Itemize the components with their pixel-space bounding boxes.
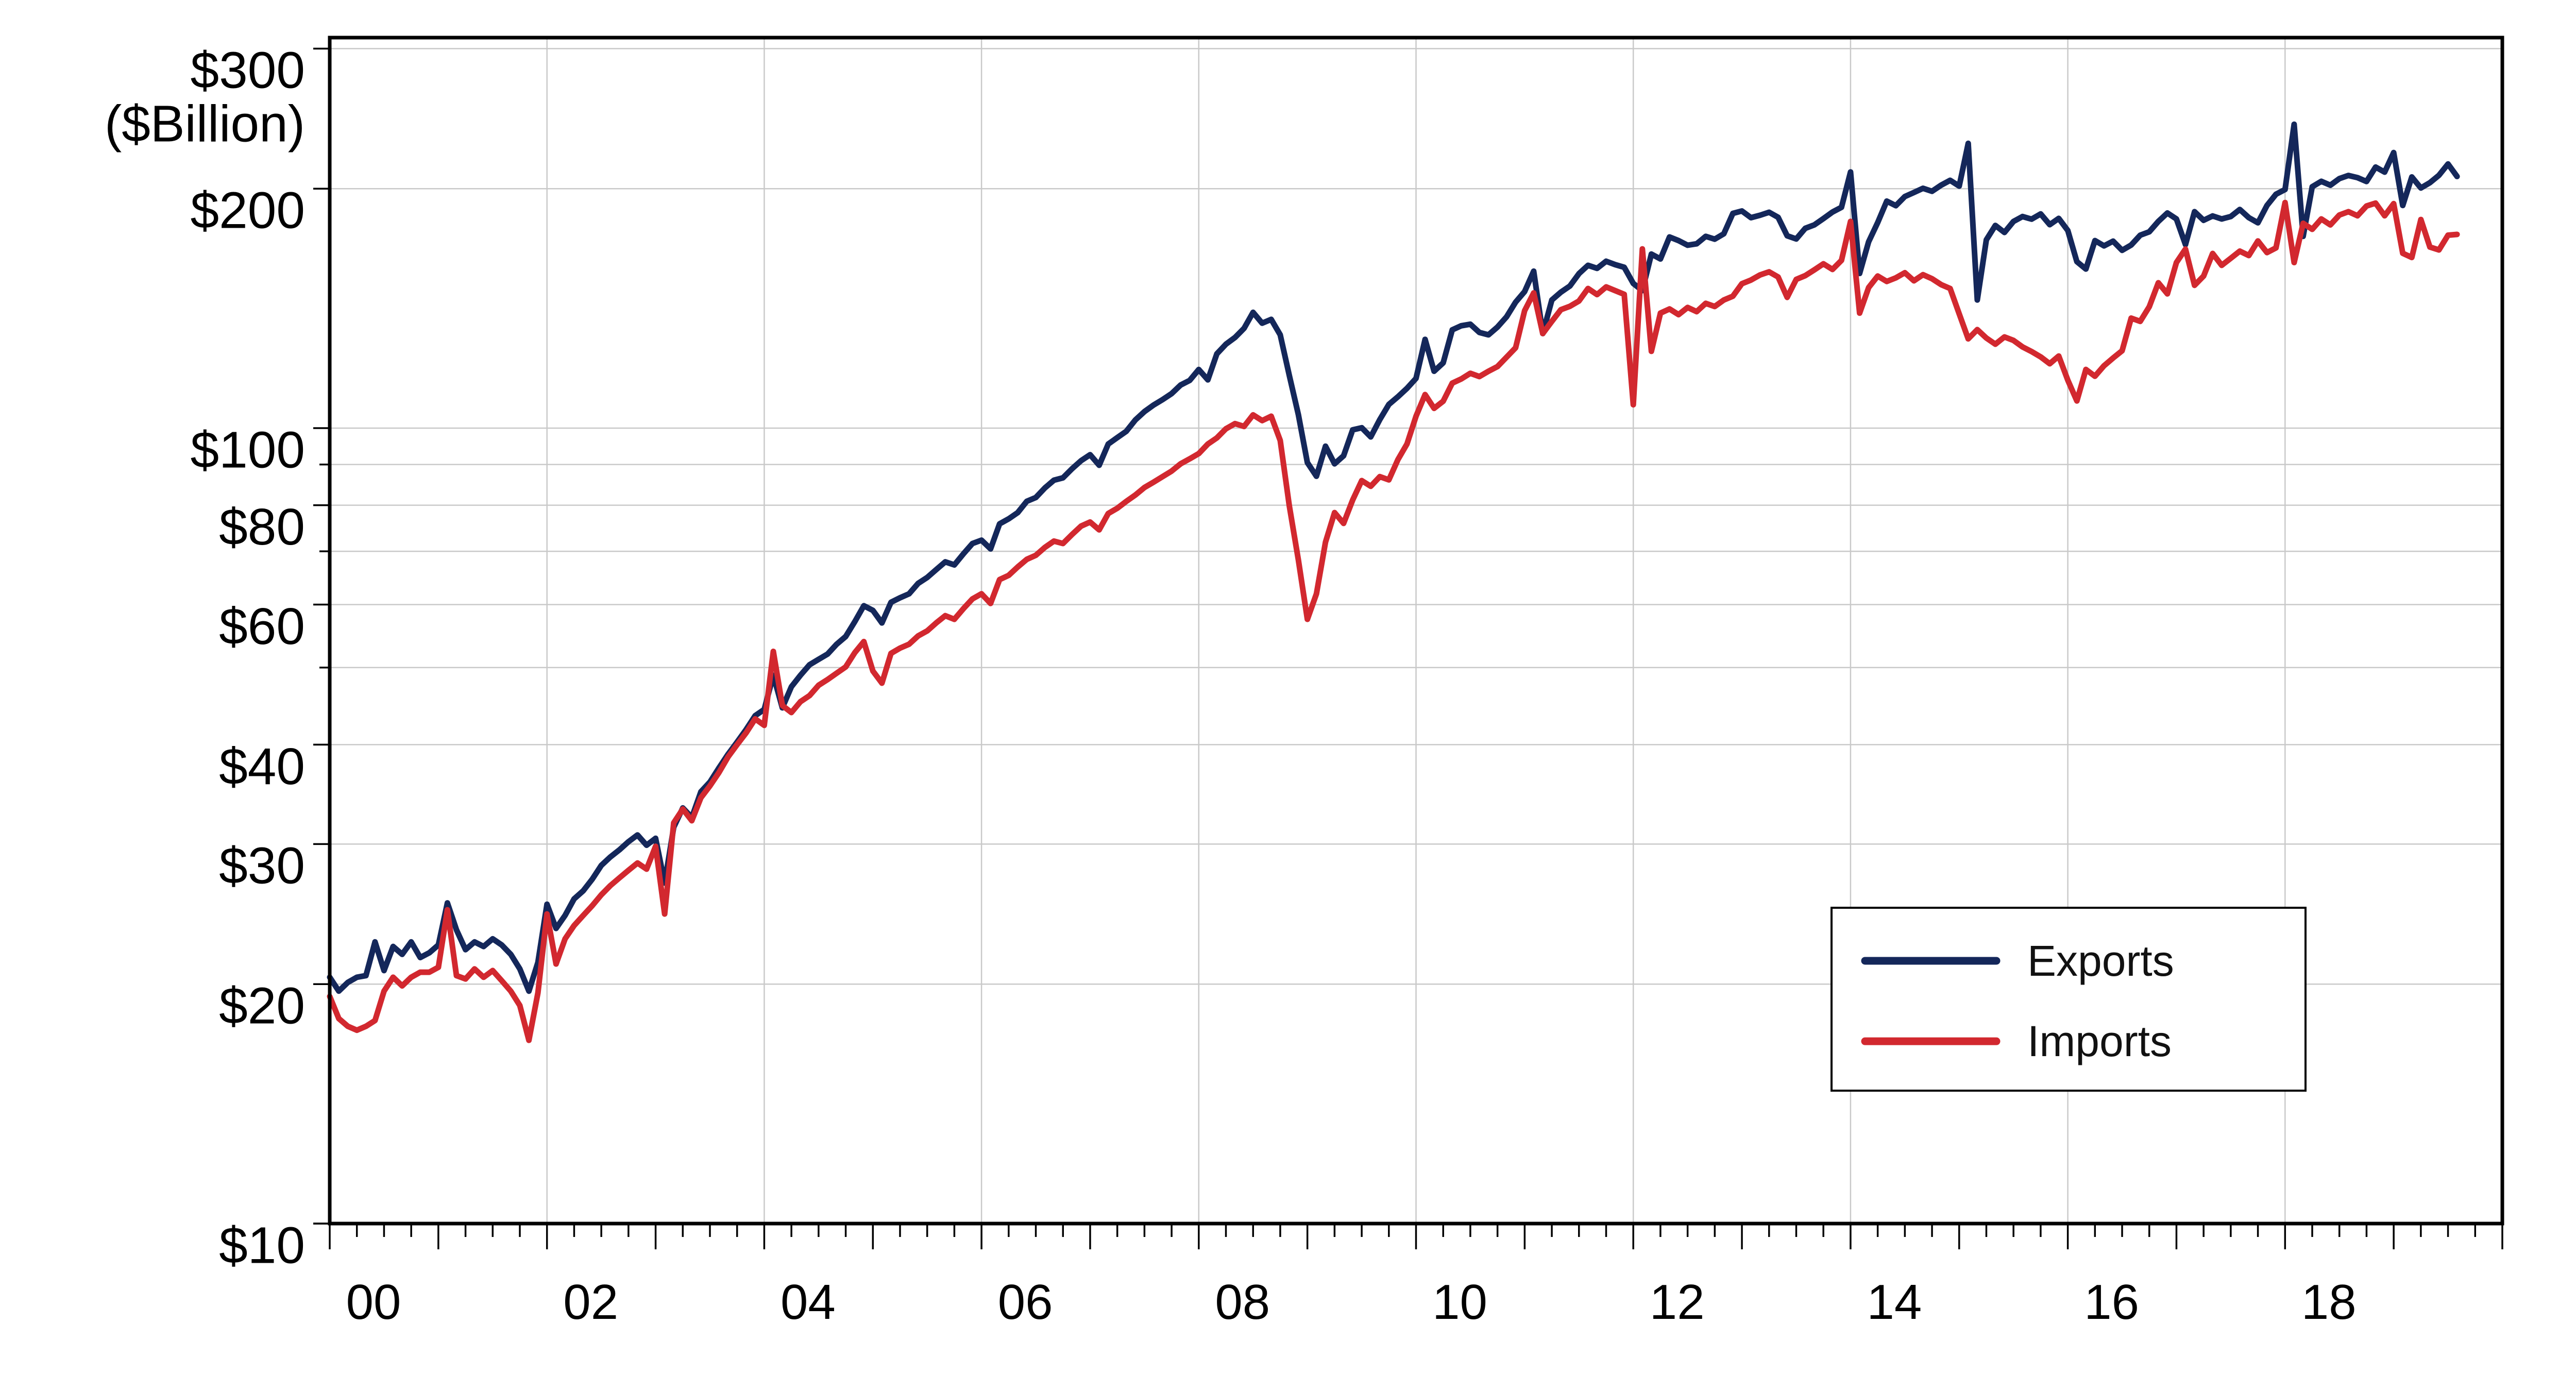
y-axis-label: $30: [219, 837, 305, 895]
y-axis-label: $60: [219, 598, 305, 655]
legend-label-exports: Exports: [2027, 937, 2174, 985]
y-axis-label: $20: [219, 977, 305, 1035]
x-axis-label: 18: [2301, 1275, 2357, 1330]
x-axis-label: 10: [1432, 1275, 1487, 1330]
y-axis-label: $80: [219, 498, 305, 556]
y-axis-label: $10: [219, 1216, 305, 1274]
y-axis-label: $100: [191, 421, 305, 479]
plot-border: [328, 36, 2504, 1226]
imports-line: [327, 199, 2460, 1043]
y-axis-label: $200: [191, 182, 305, 240]
y-axis-label: $40: [219, 738, 305, 795]
legend-box: [1831, 907, 2307, 1092]
x-axis-label: 08: [1215, 1275, 1270, 1330]
x-axis-label: 16: [2084, 1275, 2139, 1330]
x-axis-label: 06: [998, 1275, 1053, 1330]
x-axis-label: 00: [346, 1275, 401, 1330]
legend-label-imports: Imports: [2027, 1017, 2172, 1065]
x-axis-label: 12: [1650, 1275, 1705, 1330]
x-axis-label: 02: [563, 1275, 618, 1330]
x-axis-label: 14: [1867, 1275, 1922, 1330]
x-axis-label: 04: [781, 1275, 836, 1330]
y-axis-unit-label: ($Billion): [105, 95, 305, 153]
y-axis-label: $300: [191, 42, 305, 99]
